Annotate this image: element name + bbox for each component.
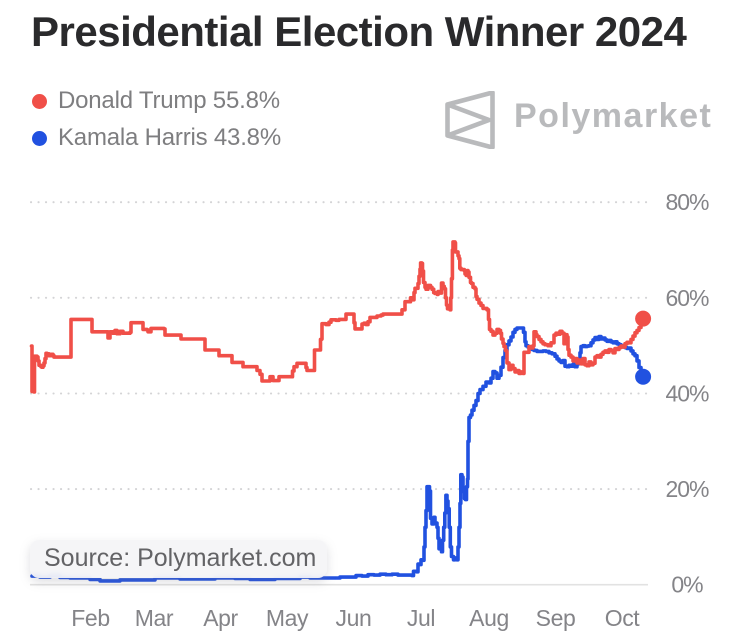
svg-text:80%: 80% <box>665 189 709 215</box>
svg-text:Mar: Mar <box>135 605 174 631</box>
svg-text:60%: 60% <box>665 285 709 311</box>
svg-text:Jul: Jul <box>407 605 435 631</box>
svg-text:0%: 0% <box>671 572 703 598</box>
svg-text:Oct: Oct <box>605 605 641 631</box>
svg-text:Feb: Feb <box>71 605 109 631</box>
svg-text:May: May <box>266 605 309 631</box>
svg-text:40%: 40% <box>665 381 709 407</box>
svg-text:Jun: Jun <box>336 605 372 631</box>
svg-text:Sep: Sep <box>536 605 576 631</box>
svg-text:Apr: Apr <box>203 605 238 631</box>
svg-text:20%: 20% <box>665 476 709 502</box>
svg-text:Aug: Aug <box>469 605 509 631</box>
